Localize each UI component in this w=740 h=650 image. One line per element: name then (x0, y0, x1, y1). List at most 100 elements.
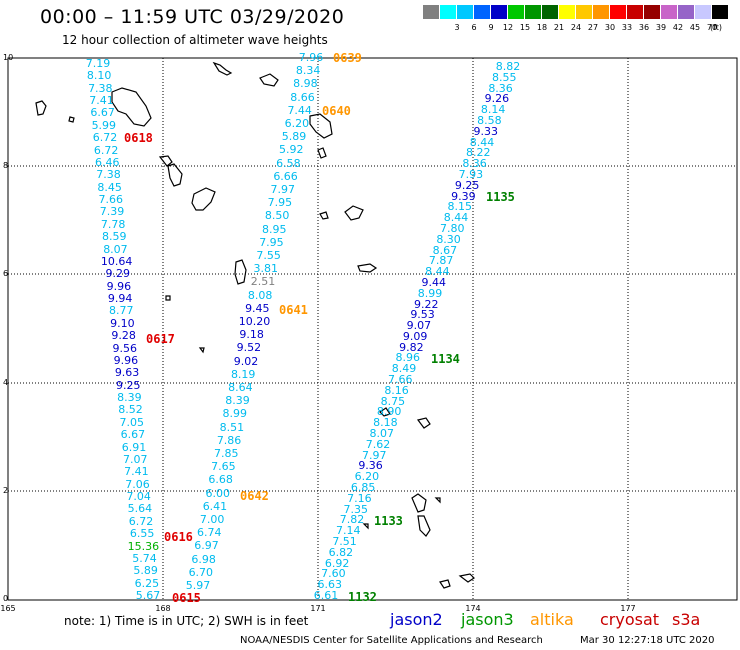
scale-swatch (439, 5, 456, 19)
wave-height-value: 7.07 (122, 452, 148, 466)
wave-height-value: 7.95 (259, 235, 284, 249)
wave-height-value: 7.44 (287, 103, 312, 117)
map-title: 00:00 – 11:59 UTC 03/29/2020 (40, 6, 345, 28)
wave-height-value: 8.44 (443, 211, 469, 225)
wave-height-value: 8.82 (495, 60, 521, 73)
wave-height-value: 6.41 (202, 499, 228, 513)
wave-height-value: 8.16 (384, 383, 409, 397)
island (111, 87, 152, 127)
scale-swatch (524, 5, 541, 19)
scale-label: 30 (604, 23, 616, 32)
wave-height-value: 3.81 (253, 262, 279, 276)
island (458, 573, 475, 583)
wave-height-value: 8.49 (391, 362, 417, 376)
wave-height-value: 7.86 (216, 433, 242, 447)
wave-height-value: 5.97 (185, 579, 211, 592)
y-tick-label: 4 (3, 378, 9, 387)
scale-swatch (558, 5, 575, 19)
wave-height-value: 9.53 (410, 308, 435, 322)
map-subtitle: 12 hour collection of altimeter wave hei… (62, 33, 328, 47)
wave-height-value: 8.44 (425, 265, 450, 279)
island (379, 407, 391, 417)
wave-height-value: 8.19 (230, 367, 256, 381)
wave-height-value: 8.59 (102, 230, 127, 244)
wave-height-value: 8.52 (118, 403, 143, 417)
time-label: 0615 (172, 591, 201, 605)
island (165, 295, 171, 301)
scale-swatch (694, 5, 711, 19)
legend-cryosat: cryosat (600, 610, 660, 629)
island (35, 100, 47, 116)
scale-label: 12 (502, 23, 514, 32)
wave-height-value: 8.45 (97, 180, 122, 194)
wave-height-value: 6.72 (93, 143, 119, 157)
wave-height-value: 10.20 (238, 315, 271, 328)
wave-height-value: 7.82 (339, 513, 365, 527)
wave-height-value: 9.96 (113, 353, 139, 367)
island (434, 497, 441, 504)
wave-height-value: 8.14 (480, 103, 506, 117)
wave-height-value: 7.39 (99, 205, 125, 219)
island (317, 147, 327, 159)
wave-height-value: 6.67 (90, 106, 115, 120)
island (234, 259, 247, 285)
wave-height-value: 9.10 (110, 316, 135, 330)
wave-height-value: 5.89 (133, 564, 158, 578)
wave-height-value: 8.10 (86, 69, 112, 83)
island (362, 523, 369, 530)
timestamp-text: Mar 30 12:27:18 UTC 2020 (580, 635, 715, 646)
island (319, 211, 329, 220)
wave-height-value: 8.36 (488, 81, 513, 95)
x-tick-label: 168 (155, 604, 171, 613)
island (344, 205, 364, 221)
wave-height-value: 8.95 (262, 222, 287, 236)
legend-altika: altika (530, 610, 574, 629)
wave-height-value: 9.18 (239, 328, 264, 342)
wave-height-value: 8.44 (469, 135, 495, 149)
scale-swatch (541, 5, 558, 19)
wave-height-value: 6.20 (354, 470, 380, 484)
wave-height-value: 8.66 (290, 90, 315, 104)
wave-height-value: 7.38 (88, 81, 113, 95)
wave-height-value: 8.55 (492, 70, 517, 84)
wave-height-value: 8.30 (436, 232, 461, 246)
time-label: 0641 (279, 303, 308, 317)
time-label: 1132 (348, 590, 377, 604)
wave-height-value: 6.63 (317, 578, 342, 592)
wave-height-value: 7.93 (458, 167, 484, 181)
scale-label: 36 (638, 23, 650, 32)
legend-jason2: jason2 (390, 610, 443, 629)
wave-height-value: 5.74 (132, 551, 157, 565)
wave-height-value: 6.92 (324, 556, 350, 570)
island (167, 163, 183, 187)
wave-height-value: 9.94 (107, 292, 133, 306)
wave-height-value: 9.82 (399, 340, 424, 354)
wave-height-value: 7.65 (211, 460, 236, 474)
wave-height-value: 6.85 (350, 481, 376, 495)
scale-label: 42 (672, 23, 684, 32)
wave-height-value: 8.34 (295, 64, 321, 78)
wave-height-value: 6.46 (95, 155, 120, 169)
wave-height-value: 7.85 (214, 447, 239, 460)
wave-height-value: 8.07 (369, 427, 394, 441)
wave-height-value: 7.62 (365, 437, 391, 451)
wave-height-value: 6.61 (313, 589, 339, 602)
wave-height-value: 7.66 (388, 373, 413, 387)
wave-height-value: 9.52 (236, 341, 262, 355)
island (158, 155, 173, 167)
scale-swatch (677, 5, 694, 19)
wave-height-value: 8.90 (376, 405, 402, 419)
wave-height-value: 9.26 (484, 92, 510, 106)
wave-height-value: 7.66 (98, 193, 124, 207)
island (411, 493, 427, 513)
y-tick-label: 0 (3, 594, 9, 603)
wave-height-value: 9.45 (245, 301, 270, 315)
wave-height-value: 9.33 (473, 124, 498, 138)
island (68, 116, 75, 123)
scale-swatch (660, 5, 677, 19)
island (439, 579, 451, 589)
wave-height-value: 8.98 (293, 77, 318, 91)
wave-height-value: 7.06 (125, 477, 150, 491)
legend-s3a: s3a (672, 610, 701, 629)
wave-height-value: 8.99 (417, 286, 443, 300)
